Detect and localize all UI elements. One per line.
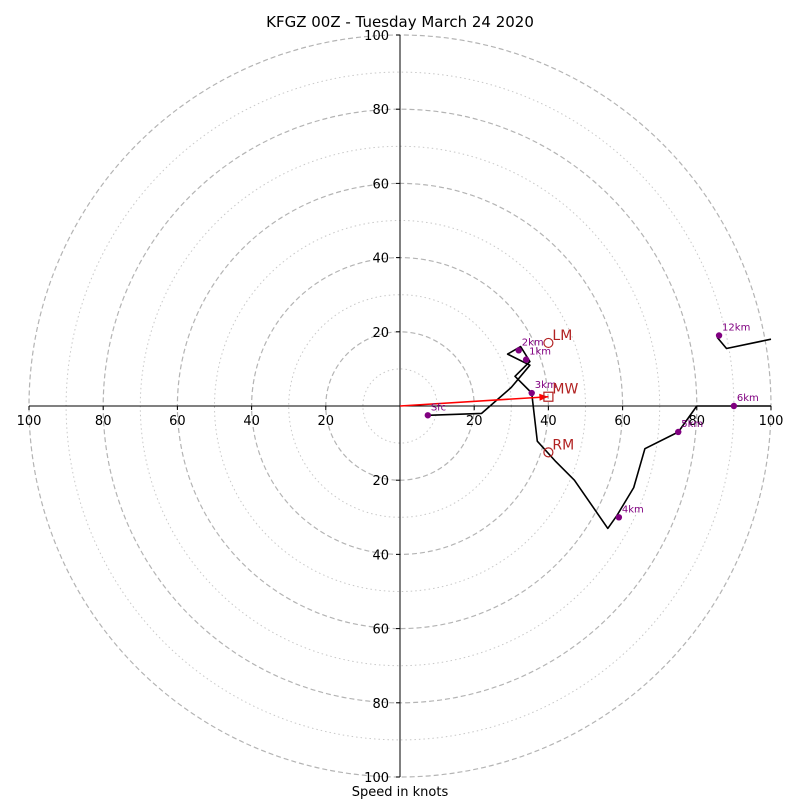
x-tick-label: 60 xyxy=(169,414,186,429)
x-axis-label: Speed in knots xyxy=(352,785,449,800)
height-marker-4km xyxy=(615,514,623,521)
motion-label-mw: MW xyxy=(552,382,578,398)
height-label-sfc: Sfc xyxy=(431,402,446,413)
y-tick-label: 20 xyxy=(372,326,389,341)
tick-labels: 100 80 60 40 20 20 40 60 80 100 100 80 60 40 20 20 40 60 8… xyxy=(17,29,784,786)
height-marker-12km xyxy=(715,332,723,339)
y-tick-label: 100 xyxy=(364,771,389,786)
height-label-12km: 12km xyxy=(722,323,750,334)
y-tick-label: 80 xyxy=(372,103,389,118)
height-label-2km: 2km xyxy=(522,337,544,348)
motion-marker-lm xyxy=(543,337,554,349)
shear-vector-line xyxy=(399,395,549,407)
x-tick-label: 80 xyxy=(95,414,112,429)
y-tick-label: 60 xyxy=(372,177,389,192)
height-marker-1km xyxy=(522,356,530,363)
height-marker-2km xyxy=(515,347,522,354)
motion-label-rm: RM xyxy=(552,437,574,453)
motion-marker-mw xyxy=(543,391,554,402)
height-label-4km: 4km xyxy=(622,504,644,515)
x-tick-label: 40 xyxy=(243,414,260,429)
x-tick-label: 80 xyxy=(689,414,706,429)
height-label-3km: 3km xyxy=(535,380,557,391)
height-label-6km: 6km xyxy=(737,393,759,404)
height-marker-sfc xyxy=(424,412,432,419)
height-marker-6km xyxy=(730,402,738,410)
x-tick-label: 100 xyxy=(17,414,42,429)
height-label-5km: 5km xyxy=(681,419,703,430)
motion-label-lm: LM xyxy=(552,328,572,344)
y-tick-label: 40 xyxy=(372,252,389,267)
x-tick-label: 60 xyxy=(614,414,631,429)
motion-marker-rm xyxy=(543,447,554,458)
height-marker-3km xyxy=(528,389,535,397)
chart-title: KFGZ 00Z - Tuesday March 24 2020 xyxy=(266,13,534,31)
y-tick-label: 40 xyxy=(372,548,389,563)
hodograph-line-upper xyxy=(716,336,772,350)
x-tick-label: 20 xyxy=(466,414,483,429)
x-tick-label: 20 xyxy=(318,414,335,429)
height-marker-5km xyxy=(675,428,682,436)
y-tick-label: 80 xyxy=(372,697,389,712)
hodograph-line-lower xyxy=(427,345,771,530)
y-tick-label: 20 xyxy=(372,474,389,489)
y-tick-label: 60 xyxy=(372,623,389,638)
x-tick-label: 100 xyxy=(759,414,784,429)
height-label-1km: 1km xyxy=(529,347,551,358)
hodograph-trace xyxy=(427,336,772,530)
storm-motions: LM MW RM xyxy=(543,328,578,458)
y-tick-label: 100 xyxy=(364,29,389,44)
x-tick-label: 40 xyxy=(540,414,557,429)
